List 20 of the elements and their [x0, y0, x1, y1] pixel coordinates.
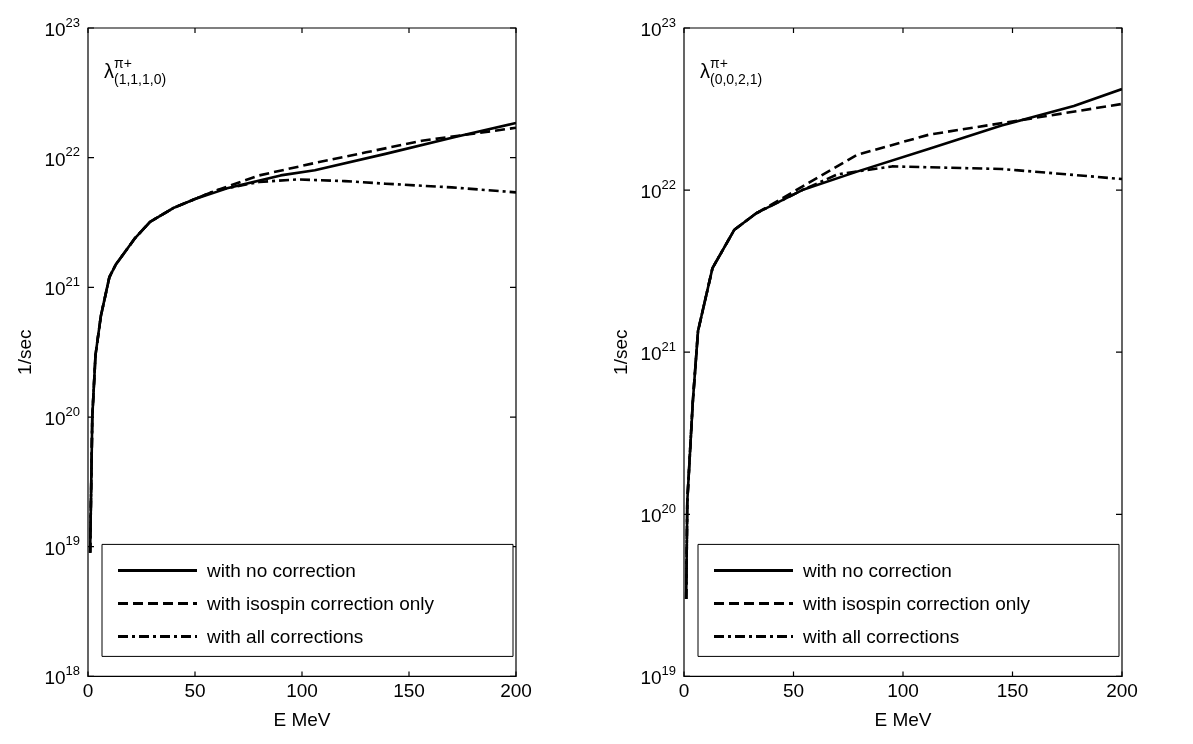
x-tick-label: 200 [500, 680, 532, 702]
legend-label: with no correction [802, 559, 952, 581]
x-tick-label: 0 [82, 680, 94, 702]
x-axis-title: E MeV [273, 708, 331, 730]
y-axis-title: 1/sec [609, 329, 631, 375]
legend-label: with no correction [206, 559, 356, 581]
legend-label: with all corrections [206, 625, 364, 647]
x-tick-label: 150 [996, 680, 1029, 702]
x-axis-title: E MeV [874, 708, 932, 730]
y-axis-title: 1/sec [13, 329, 35, 375]
x-tick-label: 0 [678, 680, 690, 702]
x-tick-label: 50 [184, 680, 206, 702]
x-tick-label: 50 [782, 680, 805, 702]
x-tick-label: 100 [887, 680, 919, 702]
legend-label: with isospin correction only [206, 592, 435, 614]
legend-label: with isospin correction only [802, 592, 1031, 614]
x-tick-label: 150 [393, 680, 425, 702]
x-tick-label: 100 [286, 680, 318, 702]
legend-label: with all corrections [802, 625, 960, 647]
x-tick-label: 200 [1106, 680, 1138, 702]
